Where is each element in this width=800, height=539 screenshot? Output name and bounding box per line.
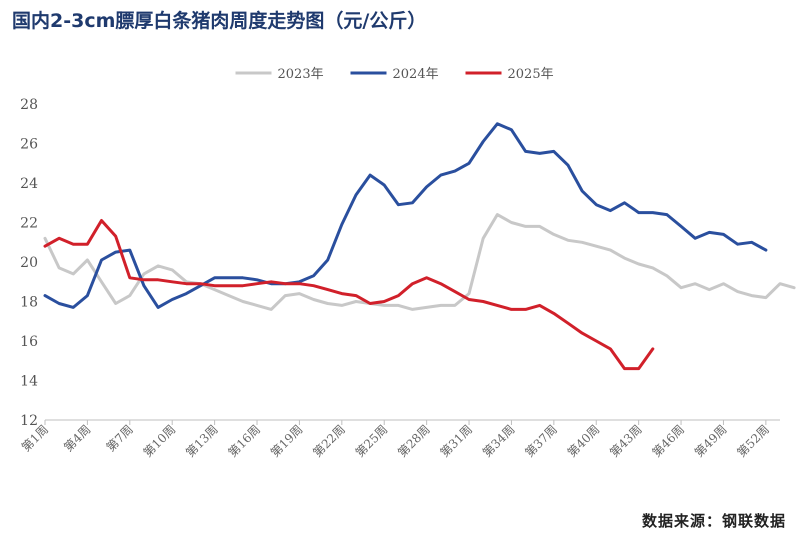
data-source: 数据来源：钢联数据 xyxy=(641,512,786,530)
y-tick-label: 26 xyxy=(20,137,38,153)
x-tick-label: 第31周 xyxy=(437,422,475,460)
x-tick-label: 第37周 xyxy=(522,422,560,460)
series-group xyxy=(43,122,796,371)
x-tick-label: 第25周 xyxy=(353,422,391,460)
y-tick-label: 24 xyxy=(20,176,38,192)
y-tick-label: 20 xyxy=(20,255,38,271)
y-axis: 12 14 16 18 20 22 24 26 28 xyxy=(20,97,38,429)
legend: 2023年 2024年 2025年 xyxy=(235,67,554,82)
x-tick-label: 第49周 xyxy=(692,422,730,460)
y-tick-label: 18 xyxy=(20,295,38,311)
x-tick-label: 第28周 xyxy=(395,422,433,460)
x-tick-label: 第40周 xyxy=(565,422,603,460)
series-line-2025 xyxy=(43,219,655,371)
x-tick-label: 第22周 xyxy=(310,422,348,460)
y-tick-label: 14 xyxy=(20,374,38,390)
x-tick-label: 第19周 xyxy=(268,422,306,460)
x-tick-label: 第43周 xyxy=(607,422,645,460)
x-tick-label: 第52周 xyxy=(734,422,772,460)
x-tick-label: 第7周 xyxy=(104,422,136,454)
legend-label: 2023年 xyxy=(278,67,324,82)
y-tick-label: 22 xyxy=(20,216,38,232)
series-line-2024 xyxy=(43,122,768,309)
x-tick-label: 第13周 xyxy=(183,422,221,460)
x-tick-label: 第46周 xyxy=(650,422,688,460)
x-tick-label: 第16周 xyxy=(225,422,263,460)
x-tick-label: 第10周 xyxy=(141,422,179,460)
chart-title: 国内2-3cm膘厚白条猪肉周度走势图（元/公斤） xyxy=(12,10,427,32)
y-tick-label: 28 xyxy=(20,97,38,113)
legend-label: 2025年 xyxy=(508,67,554,82)
x-tick-label: 第4周 xyxy=(61,422,93,454)
x-tick-label: 第34周 xyxy=(480,422,518,460)
legend-label: 2024年 xyxy=(393,67,439,82)
y-tick-label: 16 xyxy=(20,334,38,350)
y-tick-label: 12 xyxy=(20,413,38,429)
x-axis: 第1周 第4周 第7周 第10周 第13周 第16周 第19周 第22周 第25周 第28周 第31… xyxy=(19,419,780,460)
series-line-2023 xyxy=(43,213,796,311)
